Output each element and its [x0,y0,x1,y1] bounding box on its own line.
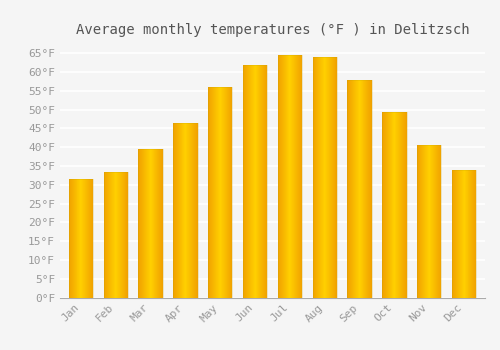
Bar [173,123,198,298]
Bar [208,87,233,298]
Bar [138,149,163,298]
Title: Average monthly temperatures (°F ) in Delitzsch: Average monthly temperatures (°F ) in De… [76,23,469,37]
Bar [104,172,128,298]
Bar [243,64,268,298]
Bar [417,145,442,298]
Bar [312,57,337,298]
Bar [278,55,302,298]
Bar [68,179,93,298]
Bar [348,79,372,298]
Bar [452,170,476,298]
Bar [382,112,406,298]
